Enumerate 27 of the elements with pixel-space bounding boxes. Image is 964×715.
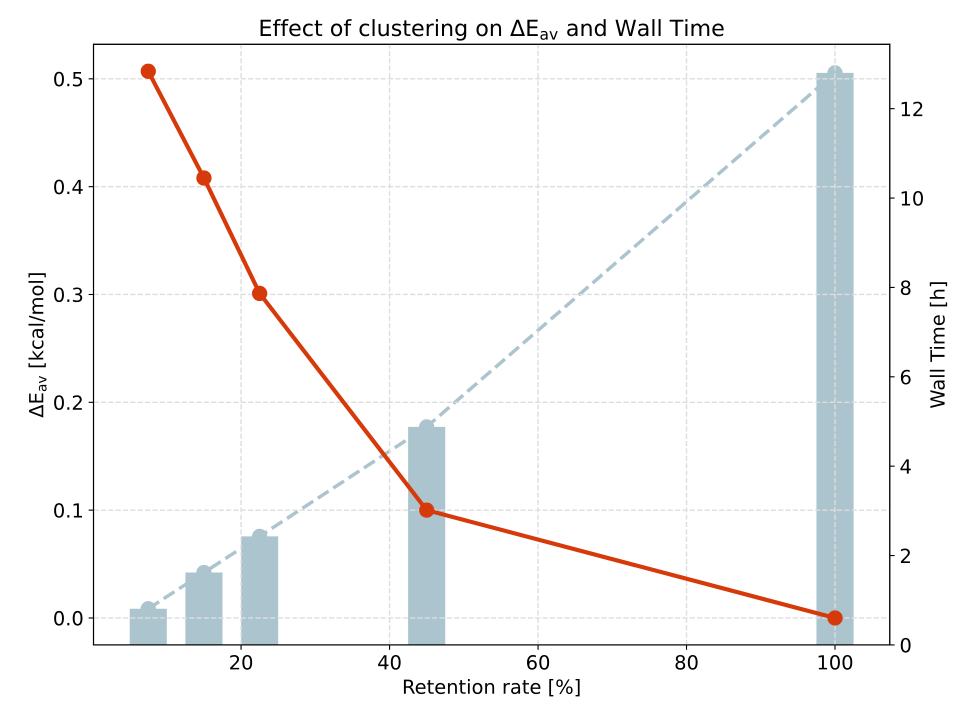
x-tick-label: 40 <box>378 654 401 670</box>
y2-tick-label: 2 <box>900 548 910 563</box>
y2-tick-label: 8 <box>900 280 911 296</box>
y-axis-title: ΔE$_{av}$ [kcal/mol] <box>28 273 47 418</box>
y2-tick-label: 12 <box>902 102 922 116</box>
y-tick-label: 0.3 <box>54 287 82 302</box>
y2-tick-label: 10 <box>902 191 923 206</box>
point <box>827 610 843 626</box>
y-tick-label: 0.1 <box>54 503 82 518</box>
x-axis-title: Retention rate [%] <box>404 679 580 696</box>
point <box>140 64 156 79</box>
chart-title: Effect of clustering on ΔE$_{av}$ and Wall Time <box>260 19 724 41</box>
y2-tick-label: 4 <box>900 459 911 474</box>
y-tick-label: 0.5 <box>54 72 82 86</box>
y2-tick-label: 6 <box>900 370 911 384</box>
x-tick-label: 60 <box>527 654 550 670</box>
y-tick-label: 0.0 <box>54 610 82 626</box>
y-tick-label: 0.4 <box>54 180 83 194</box>
point <box>419 502 434 518</box>
x-tick-label: 80 <box>675 654 698 670</box>
point <box>252 286 268 302</box>
y-tick-label: 0.2 <box>54 395 82 410</box>
y2-axis-title: Wall Time [h] <box>930 282 948 408</box>
x-tick-label: 100 <box>818 654 852 670</box>
y2-tick-label: 0 <box>900 638 911 653</box>
point <box>196 170 212 186</box>
x-tick-label: 20 <box>230 654 252 670</box>
